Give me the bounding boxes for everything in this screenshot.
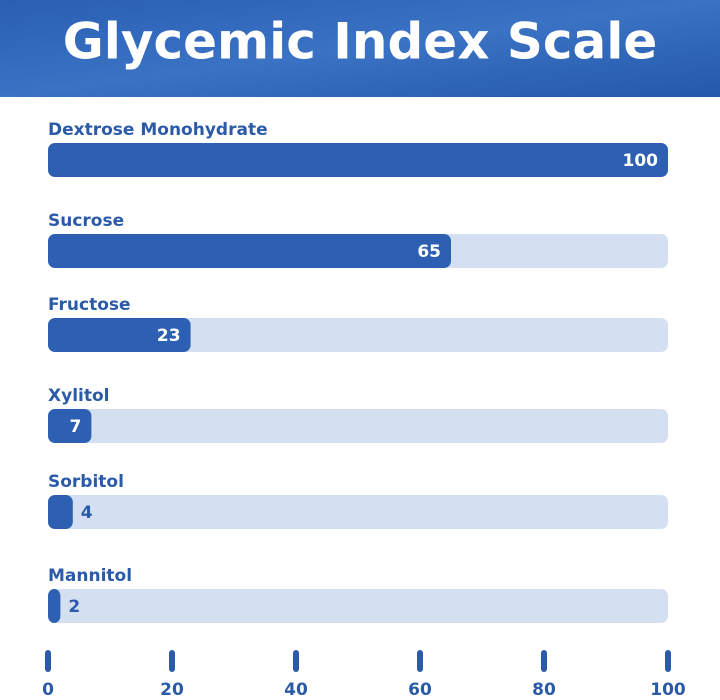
category-label: Sorbitol [48, 472, 124, 492]
x-tick-label: 20 [160, 680, 184, 700]
tick-mark [665, 650, 671, 672]
category-label: Xylitol [48, 386, 109, 406]
x-tick-label: 100 [650, 680, 686, 700]
track [48, 318, 668, 352]
title-banner [0, 0, 720, 97]
x-tick-label: 0 [42, 680, 54, 700]
tick-mark [541, 650, 547, 672]
category-label: Mannitol [48, 566, 132, 586]
bar [48, 143, 668, 177]
value-label: 2 [68, 597, 80, 617]
value-label: 23 [157, 326, 181, 346]
track [48, 589, 668, 623]
tick-mark [169, 650, 175, 672]
track [48, 495, 668, 529]
value-label: 7 [70, 417, 82, 437]
category-label: Dextrose Monohydrate [48, 120, 268, 140]
value-label: 4 [81, 503, 93, 523]
tick-mark [45, 650, 51, 672]
bar [48, 409, 92, 443]
x-tick-label: 40 [284, 680, 308, 700]
value-label: 100 [623, 151, 659, 171]
category-label: Sucrose [48, 211, 124, 231]
bar [48, 589, 61, 623]
x-tick-label: 80 [532, 680, 556, 700]
track [48, 409, 668, 443]
category-label: Fructose [48, 295, 131, 315]
value-label: 65 [417, 242, 441, 262]
tick-mark [417, 650, 423, 672]
bar [48, 318, 191, 352]
bar [48, 234, 451, 268]
bar [48, 495, 73, 529]
tick-mark [293, 650, 299, 672]
chart-title: Glycemic Index Scale [63, 13, 658, 71]
x-tick-label: 60 [408, 680, 432, 700]
